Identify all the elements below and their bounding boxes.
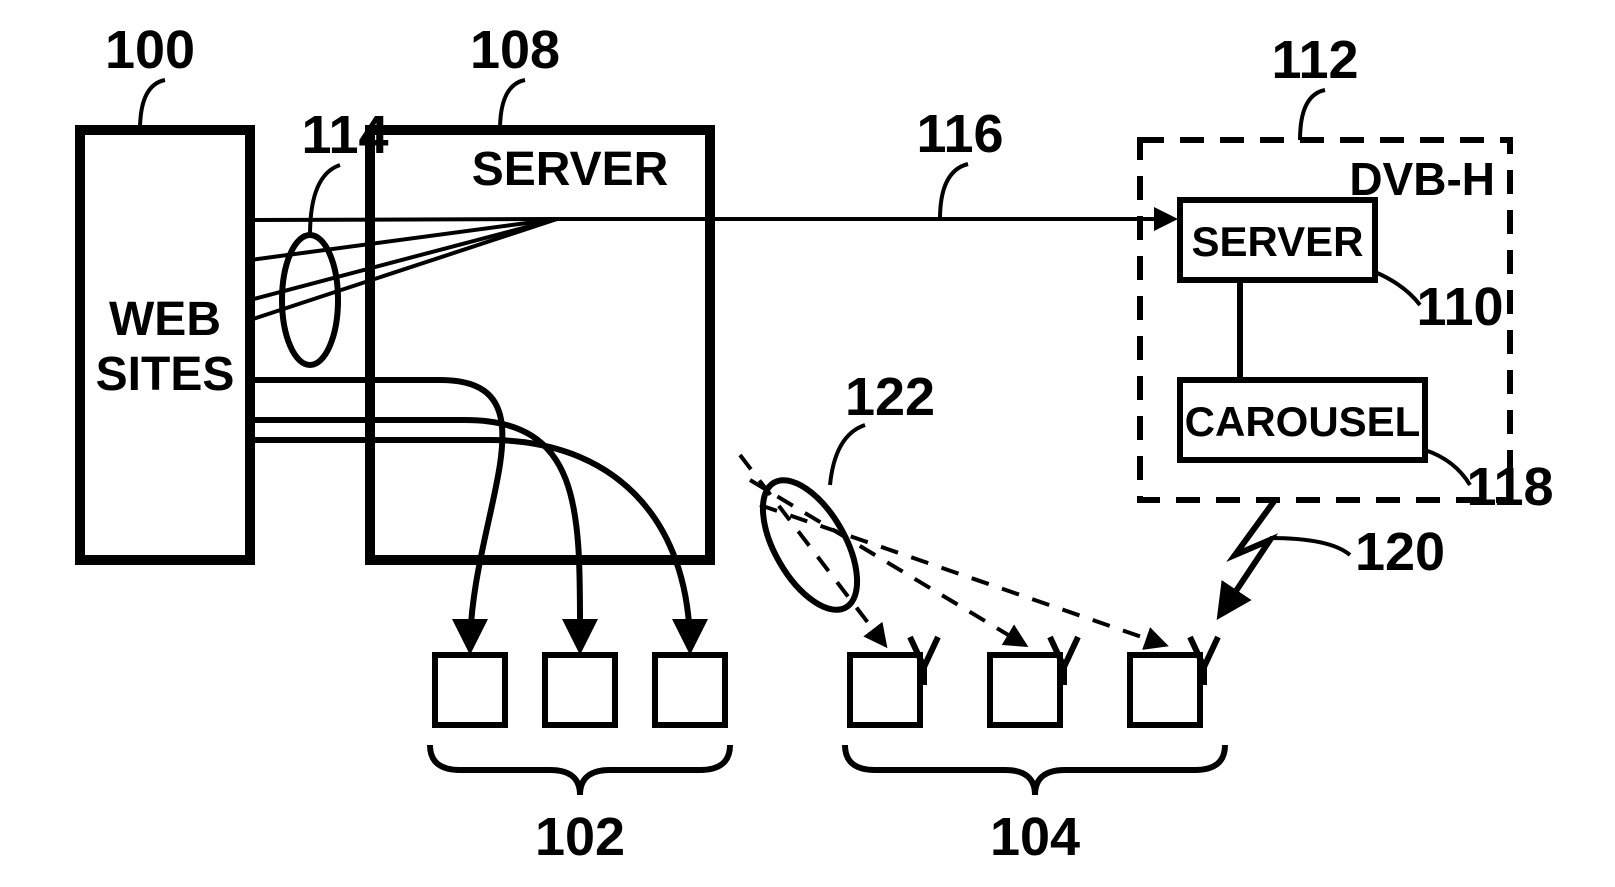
- ref-102: 102: [535, 807, 625, 867]
- link-122-arrow: [750, 480, 1025, 645]
- device-box: [435, 655, 505, 725]
- ref-112: 112: [1271, 30, 1358, 90]
- ref-122: 122: [845, 367, 935, 427]
- svg-text:WEB: WEB: [109, 293, 221, 346]
- ref-118: 118: [1466, 457, 1553, 517]
- brace-102: [430, 745, 730, 795]
- device-box-antenna: [1130, 655, 1200, 725]
- ref-116: 116: [916, 104, 1003, 164]
- server-inner-label: SERVER: [1192, 218, 1364, 265]
- ref-100: 100: [105, 20, 195, 80]
- ref-108: 108: [470, 20, 560, 80]
- ref-104: 104: [990, 807, 1080, 867]
- link-114-line: [250, 219, 557, 220]
- server-main-label: SERVER: [472, 143, 669, 196]
- device-box-antenna: [850, 655, 920, 725]
- link-122-arrow: [760, 505, 1165, 645]
- carousel-label: CAROUSEL: [1185, 398, 1421, 445]
- ref-110: 110: [1416, 277, 1503, 337]
- brace-104: [845, 745, 1225, 795]
- device-box-antenna: [990, 655, 1060, 725]
- ref-120: 120: [1355, 522, 1445, 582]
- ref-114: 114: [301, 105, 388, 165]
- device-box: [545, 655, 615, 725]
- svg-text:SITES: SITES: [96, 348, 235, 401]
- link-120-arrow: [1220, 500, 1275, 615]
- device-box: [655, 655, 725, 725]
